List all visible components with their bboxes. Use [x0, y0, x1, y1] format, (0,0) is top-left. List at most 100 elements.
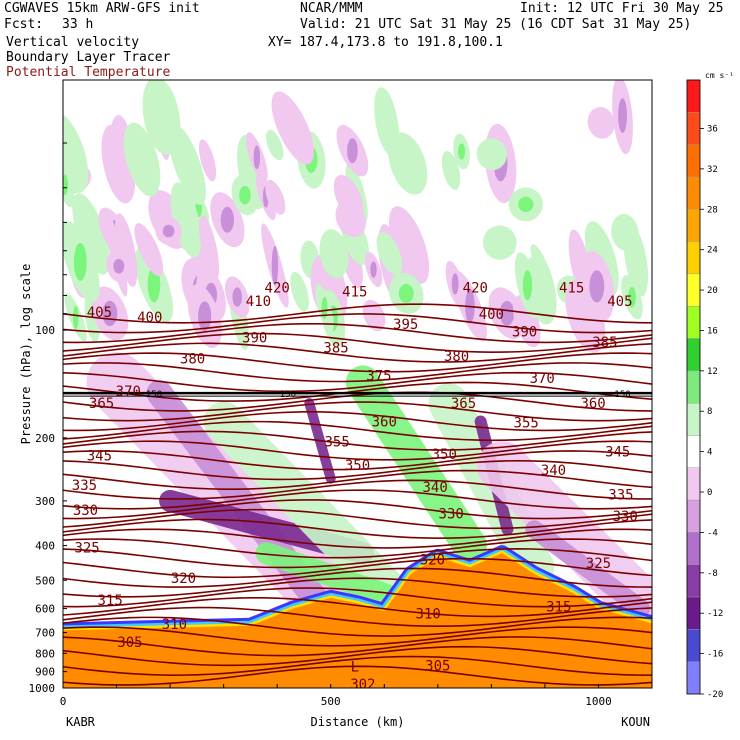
isentrope-label: 390	[512, 325, 537, 341]
colorbar-swatch	[686, 112, 701, 145]
updraft-blob	[374, 87, 400, 157]
colorbar-swatch	[686, 79, 701, 113]
isentrope-label: 350	[345, 458, 370, 474]
center-label: NCAR/MMM	[300, 1, 363, 16]
updraft-blob	[170, 182, 202, 258]
isentrope-label: 340	[422, 480, 447, 496]
colorbar-swatch	[686, 435, 701, 468]
isentrope-line	[63, 665, 652, 686]
colorbar-label: 8	[707, 407, 712, 417]
updraft-core	[72, 305, 79, 330]
updraft-blob	[376, 232, 403, 275]
isentrope-label: 380	[180, 351, 205, 367]
isentropes	[63, 303, 652, 686]
downdraft-core	[499, 301, 515, 326]
updraft-core	[628, 286, 636, 308]
downdraft-core	[232, 287, 243, 307]
downdraft-blob	[199, 215, 220, 281]
isentrope-label: 305	[117, 635, 142, 651]
updraft-blob	[482, 225, 517, 260]
downdraft-blob	[114, 213, 138, 287]
x-axis: 0 500 1000 Distance (km) KABR KOUN	[60, 684, 653, 729]
isentrope-label: 400	[137, 310, 162, 326]
updraft-blob	[611, 213, 639, 251]
isentrope-line	[63, 596, 652, 618]
xy-coordinates: XY= 187.4,173.8 to 191.8,100.1	[268, 35, 503, 50]
isentrope-line	[63, 538, 652, 559]
field-potential-temperature: Potential Temperature	[6, 65, 171, 80]
isentrope-line	[63, 371, 652, 393]
isentrope-label: 380	[444, 349, 469, 365]
y-tick-label: 100	[35, 324, 55, 337]
isentrope-label: 410	[246, 294, 271, 310]
updraft-blob	[123, 122, 161, 197]
isentrope-line	[63, 626, 652, 647]
isentrope-label: 420	[265, 280, 290, 296]
x-tick-label: 0	[60, 695, 67, 708]
isentrope-label: 330	[613, 509, 638, 525]
y-tick-label: 900	[35, 666, 55, 679]
colorbar-swatch	[686, 338, 701, 372]
tropopause-label: 150	[146, 390, 162, 400]
updraft-core	[321, 296, 328, 320]
downdraft-core	[618, 97, 627, 133]
updraft-blob	[441, 150, 461, 190]
isentrope-label: 355	[514, 415, 539, 431]
isentrope-label: 325	[586, 556, 611, 572]
isentrope-label: 350	[432, 447, 457, 463]
downdraft-core	[271, 245, 279, 286]
downdraft-core	[370, 261, 377, 278]
colorbar-swatch	[686, 144, 701, 178]
isentrope-line	[63, 518, 652, 539]
updraft-core	[518, 196, 534, 213]
colorbar-label: 36	[707, 124, 718, 134]
isentrope-label: 330	[73, 503, 98, 519]
y-tick-label: 800	[35, 647, 55, 660]
isentrope-label: 302	[350, 677, 375, 693]
downdraft-core	[253, 145, 261, 170]
colorbar-label: 4	[707, 448, 712, 458]
isentrope-label: 335	[608, 488, 633, 504]
isentrope-line	[63, 567, 652, 588]
downdraft-blob	[362, 299, 386, 332]
colorbar-label: 24	[707, 246, 718, 256]
isentrope-label: 370	[116, 384, 141, 400]
vertical-velocity-field: 150 150 150 420 420 415 415 410 405 405 400 400 395 3…	[63, 80, 652, 693]
isentrope-line	[63, 401, 652, 422]
updraft-blob	[63, 110, 89, 194]
isentrope-line	[63, 362, 652, 383]
updraft-blob	[476, 138, 508, 171]
x-tick-label: 500	[321, 695, 341, 708]
colorbar-swatch	[686, 306, 701, 339]
downdraft-core	[162, 224, 175, 238]
isentrope-line	[63, 332, 652, 353]
forecast-label: Fcst:	[4, 17, 44, 32]
init-time: Init: 12 UTC Fri 30 May 25	[520, 1, 724, 16]
downdraft-core	[113, 258, 125, 274]
updraft-blob	[319, 229, 349, 279]
x-axis-label: Distance (km)	[311, 715, 405, 729]
isentrope-line	[63, 528, 652, 549]
isentrope-label: 405	[607, 294, 632, 310]
colorbar-frame	[686, 79, 701, 695]
isentrope-line	[63, 381, 652, 402]
downdraft-blob	[198, 139, 217, 182]
tropopause-label: 150	[280, 390, 296, 400]
colorbar-unit: cm s⁻¹	[705, 71, 734, 80]
isentrope-line	[63, 352, 652, 373]
isentrope-label: 420	[463, 280, 488, 296]
updraft-band-core	[345, 365, 487, 563]
colorbar-label: -16	[707, 650, 723, 660]
colorbar-swatch	[686, 467, 701, 501]
colorbar-label: -12	[707, 609, 723, 619]
isentrope-line	[63, 508, 652, 530]
y-axis-label: Pressure (hPa), log scale	[19, 264, 33, 445]
colorbar-swatch	[686, 241, 701, 275]
y-axis: 100 200 300 400 500 600 700 800 900 1000 Pressure …	[19, 79, 67, 695]
isentrope-line	[63, 440, 652, 461]
updraft-blob	[388, 132, 428, 195]
updraft-blob	[72, 193, 110, 275]
isentrope-line	[63, 322, 652, 344]
isentrope-label: 360	[580, 396, 605, 412]
isentrope-line	[63, 606, 652, 628]
